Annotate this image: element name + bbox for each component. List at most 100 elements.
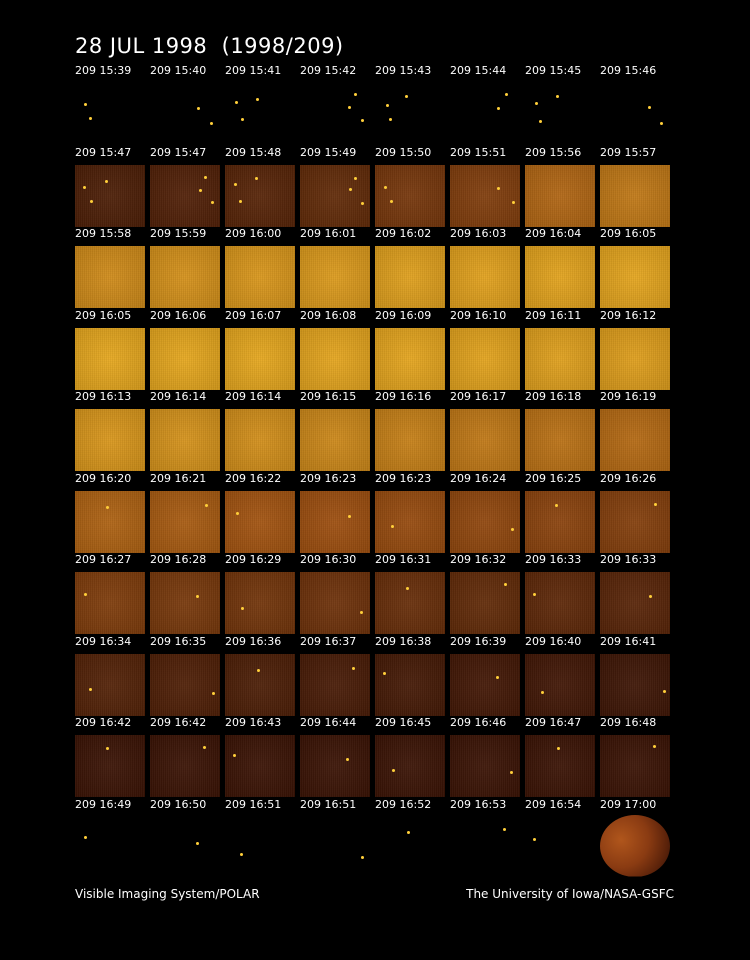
star-point xyxy=(556,95,559,98)
frame-timestamp: 209 16:44 xyxy=(300,716,357,729)
star-point xyxy=(653,745,656,748)
frame-timestamp: 209 16:39 xyxy=(450,634,507,648)
frame-image xyxy=(75,246,145,308)
star-point xyxy=(533,837,536,841)
frame-image xyxy=(525,83,595,145)
frame-image xyxy=(150,490,220,553)
page-title: 28 JUL 1998 (1998/209) xyxy=(75,34,344,58)
frame-timestamp: 209 16:38 xyxy=(375,634,432,648)
star-point xyxy=(512,200,515,204)
frame-image xyxy=(375,572,445,634)
frame-timestamp: 209 16:51 xyxy=(300,797,357,811)
frame-timestamp: 209 15:59 xyxy=(150,227,207,240)
star-point xyxy=(240,852,243,856)
frame-timestamp: 209 15:44 xyxy=(450,64,507,77)
star-point xyxy=(255,176,258,180)
frame-timestamp: 209 16:40 xyxy=(525,634,582,648)
star-point xyxy=(535,102,538,105)
star-point xyxy=(346,758,349,761)
frame-timestamp: 209 16:26 xyxy=(600,471,657,485)
frame-image xyxy=(525,490,595,553)
frame-timestamp: 209 16:15 xyxy=(300,390,357,403)
frame-image xyxy=(150,572,220,634)
frame-image xyxy=(375,490,445,553)
star-point xyxy=(505,93,508,96)
star-point xyxy=(199,188,202,192)
frame-timestamp: 209 16:14 xyxy=(225,390,282,403)
frame-timestamp: 209 16:32 xyxy=(450,553,507,566)
frame-image xyxy=(450,490,520,553)
frame-timestamp: 209 16:33 xyxy=(525,553,582,566)
frame-image xyxy=(450,409,520,471)
star-point xyxy=(89,117,92,120)
star-point xyxy=(233,754,236,757)
frame-timestamp: 209 15:39 xyxy=(75,64,132,77)
frame-timestamp: 209 16:37 xyxy=(300,634,357,648)
frame-image xyxy=(150,164,220,227)
frame-timestamp: 209 16:20 xyxy=(75,471,132,485)
frame-image xyxy=(450,816,520,879)
frame-image xyxy=(600,164,670,227)
frame-timestamp: 209 15:41 xyxy=(225,64,282,77)
frame-timestamp: 209 16:03 xyxy=(450,227,507,240)
star-point xyxy=(361,855,364,859)
frame-timestamp: 209 16:08 xyxy=(300,308,357,322)
frame-image xyxy=(225,83,295,145)
star-point xyxy=(211,200,214,204)
frame-image xyxy=(525,735,595,797)
frame-timestamp: 209 16:21 xyxy=(150,471,207,485)
frame-timestamp: 209 16:42 xyxy=(150,716,207,729)
star-point xyxy=(205,503,208,507)
frame-image xyxy=(225,653,295,716)
frame-image xyxy=(525,164,595,227)
frame-timestamp: 209 16:23 xyxy=(300,471,357,485)
frame-image xyxy=(75,327,145,390)
frame-timestamp: 209 15:46 xyxy=(600,64,657,77)
frame-timestamp: 209 16:00 xyxy=(225,227,282,240)
frame-image xyxy=(150,816,220,879)
frame-timestamp: 209 16:11 xyxy=(525,308,582,322)
frame-image xyxy=(75,653,145,716)
frame-image xyxy=(450,572,520,634)
frame-timestamp: 209 16:14 xyxy=(150,390,207,403)
frame-image xyxy=(450,653,520,716)
frame-image xyxy=(600,490,670,553)
frame-image xyxy=(525,653,595,716)
frame-image xyxy=(600,327,670,390)
star-point xyxy=(361,201,364,205)
frame-image xyxy=(600,653,670,716)
star-point xyxy=(196,595,199,598)
star-point xyxy=(349,187,352,191)
star-point xyxy=(256,98,259,101)
star-point xyxy=(89,687,92,691)
star-point xyxy=(663,689,666,693)
star-point xyxy=(649,595,652,598)
earth-disk xyxy=(600,814,670,877)
frame-image xyxy=(600,246,670,308)
frame-image xyxy=(75,735,145,797)
frame-image xyxy=(300,327,370,390)
frame-image xyxy=(225,164,295,227)
frame-image xyxy=(225,409,295,471)
frame-image xyxy=(375,83,445,145)
frame-image xyxy=(375,653,445,716)
frame-timestamp: 209 16:18 xyxy=(525,390,582,403)
star-point xyxy=(510,771,513,774)
frame-image xyxy=(150,83,220,145)
star-point xyxy=(654,502,657,506)
star-point xyxy=(407,830,410,834)
frame-image xyxy=(300,409,370,471)
frame-timestamp: 209 16:48 xyxy=(600,716,657,729)
star-point xyxy=(239,199,242,203)
star-point xyxy=(511,527,514,531)
frame-timestamp: 209 16:17 xyxy=(450,390,507,403)
frame-image xyxy=(600,814,670,879)
star-point xyxy=(105,179,108,183)
frame-timestamp: 209 15:47 xyxy=(150,145,207,159)
frame-image xyxy=(600,735,670,797)
star-point xyxy=(84,835,87,839)
frame-timestamp: 209 15:51 xyxy=(450,145,507,159)
frame-timestamp: 209 16:04 xyxy=(525,227,582,240)
frame-image xyxy=(225,816,295,879)
frame-image xyxy=(525,327,595,390)
